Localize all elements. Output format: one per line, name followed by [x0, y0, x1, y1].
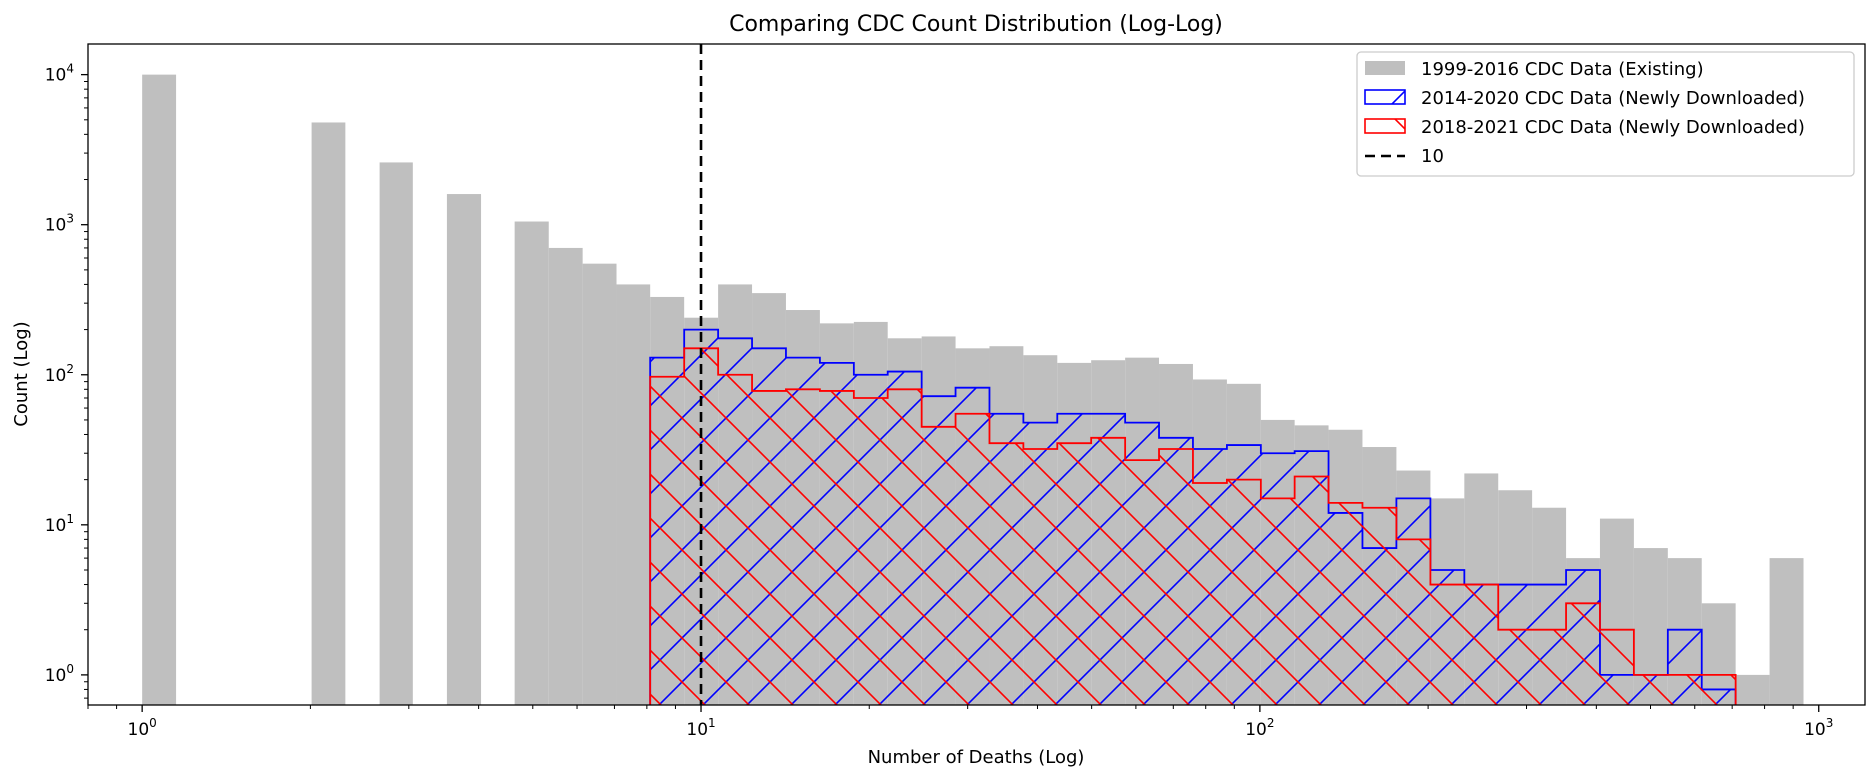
bar-existing-48 — [1769, 558, 1804, 705]
legend-swatch-2018-2021 — [1364, 118, 1406, 134]
bar-existing-7 — [379, 162, 413, 705]
bar-existing-5 — [311, 122, 346, 705]
legend-label-existing: 1999-2016 CDC Data (Existing) — [1421, 59, 1704, 80]
bar-existing-11 — [514, 221, 549, 705]
y-axis-title: Count (Log) — [11, 321, 32, 426]
series-2018-2021-step — [649, 347, 1737, 705]
legend: 1999-2016 CDC Data (Existing) 2014-2020 … — [1356, 51, 1855, 177]
legend-label-2014-2020: 2014-2020 CDC Data (Newly Downloaded) — [1421, 88, 1805, 109]
plot-area — [142, 44, 1804, 705]
legend-swatch-existing — [1365, 61, 1405, 75]
bar-existing-14 — [616, 284, 651, 705]
x-axis-ticks: 100 101 102 103 — [87, 705, 1833, 740]
y-tick-label-3: 103 — [45, 212, 74, 236]
y-tick-label-2: 102 — [45, 362, 74, 386]
bar-existing-47 — [1735, 674, 1770, 705]
chart-title: Comparing CDC Count Distribution (Log-Lo… — [729, 12, 1223, 37]
x-axis-title: Number of Deaths (Log) — [868, 747, 1085, 768]
y-axis-ticks: 100 101 102 103 104 — [45, 62, 88, 699]
legend-box — [1356, 51, 1855, 177]
bar-existing-12 — [548, 247, 583, 705]
x-tick-label-1: 101 — [686, 716, 715, 740]
x-tick-label-2: 102 — [1245, 716, 1274, 740]
bar-existing-9 — [446, 194, 482, 705]
x-tick-label-3: 103 — [1804, 716, 1833, 740]
bar-existing-46 — [1701, 603, 1736, 705]
y-tick-label-0: 100 — [45, 662, 74, 686]
bar-existing-13 — [582, 263, 617, 705]
step-outline-2018-2021 — [649, 347, 1737, 705]
legend-label-vline: 10 — [1421, 146, 1444, 167]
legend-label-2018-2021: 2018-2021 CDC Data (Newly Downloaded) — [1421, 117, 1805, 138]
legend-swatch-2014-2020 — [1364, 89, 1406, 105]
bar-existing-0 — [142, 74, 177, 705]
x-tick-label-0: 100 — [128, 716, 157, 740]
y-tick-label-1: 101 — [45, 512, 74, 536]
y-tick-label-4: 104 — [45, 62, 74, 86]
